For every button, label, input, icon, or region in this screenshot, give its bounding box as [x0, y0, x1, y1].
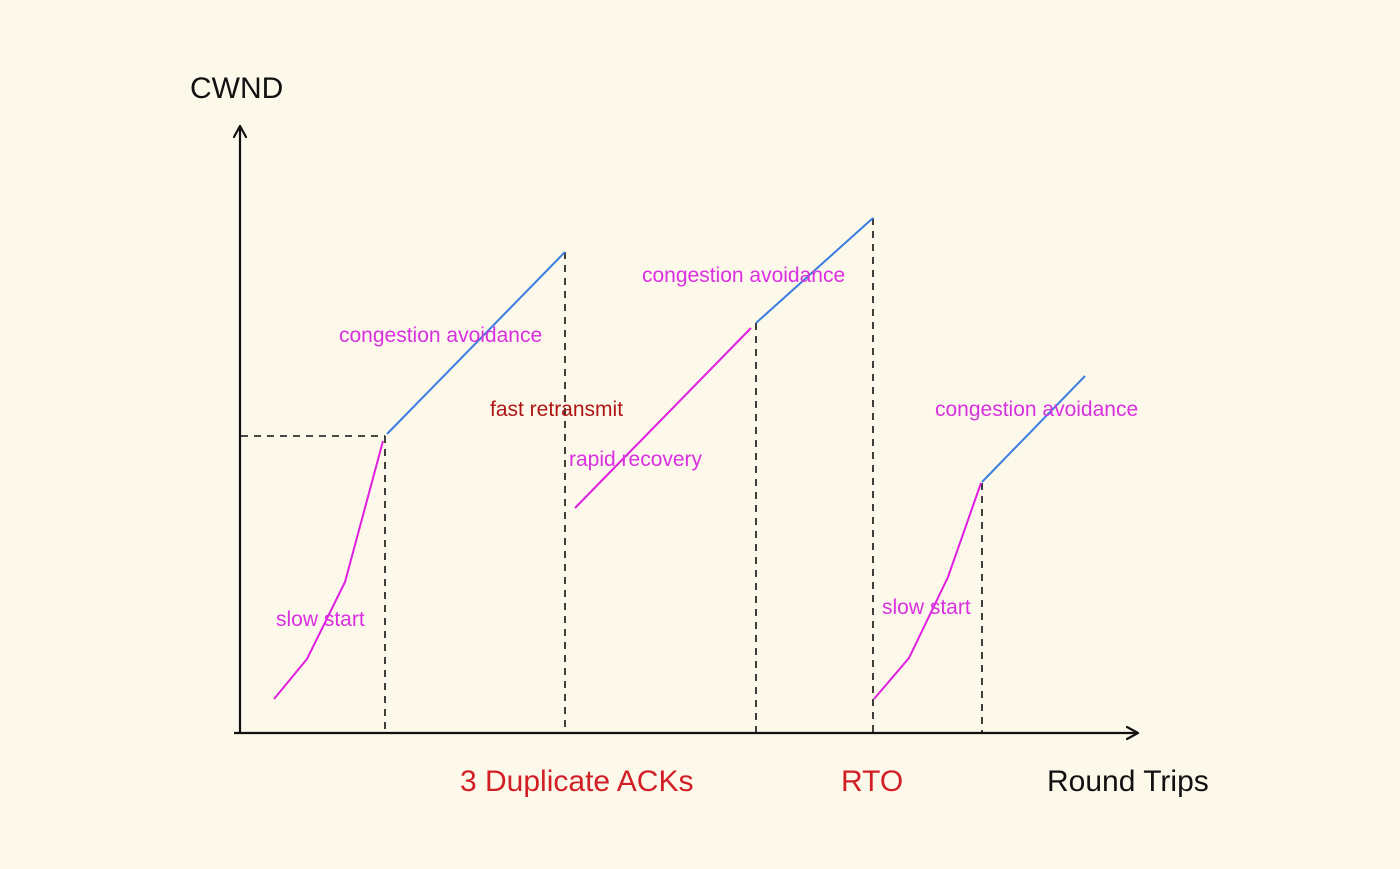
fast-retransmit-label: fast retransmit	[490, 398, 623, 421]
dashed-guides	[241, 218, 983, 733]
congestion-avoidance-label-2: congestion avoidance	[642, 264, 845, 287]
congestion-avoidance-line-1	[386, 251, 566, 435]
rapid-recovery-label: rapid recovery	[569, 448, 703, 471]
x-axis-label: Round Trips	[1047, 765, 1209, 798]
slow-start-label-2: slow start	[882, 596, 971, 619]
rto-label: RTO	[841, 765, 903, 798]
slow-start-curve-1	[273, 440, 384, 700]
congestion-avoidance-label-1: congestion avoidance	[339, 324, 542, 347]
congestion-avoidance-line-3	[981, 375, 1086, 483]
y-axis-label: CWND	[190, 72, 283, 105]
congestion-avoidance-line-2	[755, 217, 874, 324]
dup-acks-label: 3 Duplicate ACKs	[460, 765, 693, 798]
slow-start-curve-2	[873, 482, 982, 700]
rapid-recovery-line	[574, 327, 752, 509]
slow-start-label-1: slow start	[276, 608, 365, 631]
congestion-avoidance-label-3: congestion avoidance	[935, 398, 1138, 421]
